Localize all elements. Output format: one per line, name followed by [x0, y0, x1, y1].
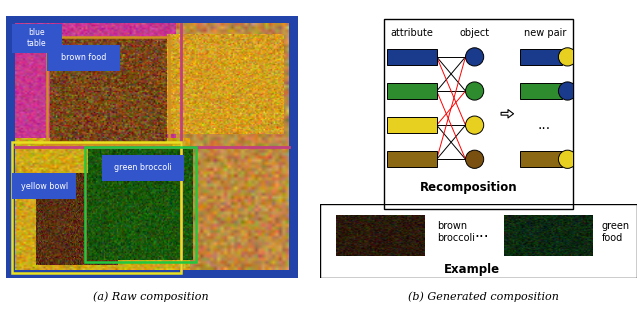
- Circle shape: [465, 48, 484, 66]
- Text: ...: ...: [474, 225, 489, 240]
- Text: blue
table: blue table: [27, 28, 47, 48]
- Bar: [387, 151, 436, 167]
- Bar: [387, 83, 436, 99]
- Text: (a) Raw composition: (a) Raw composition: [93, 291, 208, 302]
- Bar: [520, 49, 562, 65]
- Text: brown
broccoli: brown broccoli: [437, 221, 476, 243]
- Bar: [102, 155, 184, 181]
- Bar: [12, 24, 61, 52]
- Circle shape: [465, 150, 484, 168]
- Text: yellow bowl: yellow bowl: [20, 182, 68, 191]
- Text: object: object: [460, 28, 490, 39]
- Bar: [520, 151, 562, 167]
- Bar: [12, 173, 76, 199]
- FancyArrowPatch shape: [501, 110, 513, 118]
- Bar: [520, 83, 562, 99]
- Circle shape: [559, 82, 577, 100]
- Text: ...: ...: [537, 118, 550, 132]
- Bar: [12, 142, 181, 273]
- Circle shape: [465, 116, 484, 134]
- Bar: [47, 45, 120, 71]
- Bar: [85, 147, 196, 262]
- Text: green broccoli: green broccoli: [115, 163, 172, 173]
- Circle shape: [559, 48, 577, 66]
- Bar: [387, 117, 436, 133]
- Text: green
food: green food: [602, 221, 630, 243]
- Text: (b) Generated composition: (b) Generated composition: [408, 291, 559, 302]
- Text: new pair: new pair: [524, 28, 566, 39]
- Circle shape: [559, 150, 577, 168]
- Circle shape: [465, 82, 484, 100]
- Bar: [387, 49, 436, 65]
- Text: brown food: brown food: [61, 53, 106, 62]
- Text: attribute: attribute: [390, 28, 433, 39]
- Bar: [47, 37, 170, 144]
- Text: Example: Example: [444, 263, 500, 276]
- Text: Recomposition: Recomposition: [420, 181, 518, 194]
